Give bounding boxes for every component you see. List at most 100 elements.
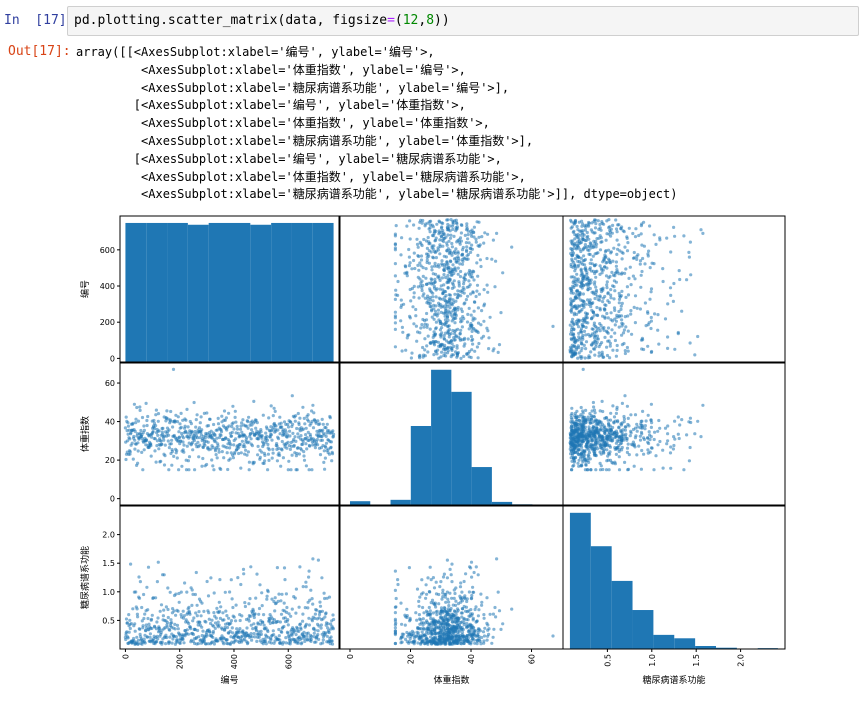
scatter-point [569, 218, 573, 222]
scatter-point [568, 323, 572, 327]
scatter-point [444, 275, 448, 280]
scatter-point [613, 323, 617, 327]
scatter-point [451, 227, 455, 231]
scatter-point [308, 434, 313, 438]
scatter-point [270, 438, 274, 442]
scatter-point [635, 429, 639, 433]
scatter-point [330, 639, 334, 643]
scatter-point [170, 641, 174, 645]
scatter-point [571, 464, 575, 468]
scatter-point [471, 269, 475, 273]
scatter-point [465, 626, 469, 630]
scatter-point [441, 228, 445, 233]
scatter-point [126, 424, 130, 428]
scatter-point [443, 318, 448, 322]
scatter-point [646, 448, 650, 452]
scatter-point [429, 277, 433, 281]
scatter-point [452, 234, 456, 238]
scatter-point [251, 609, 256, 613]
scatter-point [307, 616, 311, 620]
scatter-point [575, 253, 579, 257]
scatter-point [615, 252, 619, 256]
scatter-point [435, 287, 439, 291]
scatter-point [266, 468, 270, 472]
scatter-point [569, 420, 573, 424]
scatter-point [581, 414, 585, 419]
scatter-point [471, 616, 475, 620]
scatter-point [284, 636, 288, 640]
code-editor[interactable]: pd.plotting.scatter_matrix(data, figsize… [67, 6, 859, 36]
scatter-point [153, 426, 157, 431]
scatter-point [440, 331, 444, 335]
scatter-point [605, 459, 609, 463]
scatter-point [592, 321, 597, 325]
scatter-point [459, 627, 463, 631]
scatter-point [480, 235, 484, 239]
scatter-point [197, 426, 202, 430]
code-line[interactable]: pd.plotting.scatter_matrix(data, figsize… [74, 13, 450, 28]
scatter-point [231, 456, 235, 460]
scatter-point [269, 433, 273, 437]
scatter-point [607, 468, 611, 472]
scatter-point [254, 426, 258, 430]
scatter-point [589, 228, 594, 232]
scatter-point [324, 426, 328, 430]
scatter-point [622, 328, 627, 332]
scatter-point [307, 623, 311, 627]
scatter-point [455, 225, 459, 229]
scatter-point [469, 608, 473, 612]
scatter-point [642, 452, 646, 456]
scatter-point [297, 629, 301, 633]
scatter-point [446, 222, 450, 227]
scatter-point [426, 334, 430, 338]
scatter-point [627, 276, 631, 280]
scatter-point [435, 222, 439, 226]
scatter-point [203, 443, 207, 447]
scatter-point [438, 626, 442, 630]
scatter-point [607, 422, 611, 426]
scatter-point [320, 438, 324, 442]
scatter-point [616, 419, 620, 423]
scatter-point [198, 620, 202, 624]
scatter-point [584, 340, 589, 344]
scatter-point [163, 443, 167, 447]
scatter-point [132, 636, 136, 641]
scatter-point [576, 228, 580, 232]
scatter-point [274, 424, 278, 428]
scatter-matrix-figure: 0 200 400 600 编号 0 20 40 60 体重指数 0.5 1.0 1.5 2.0 糖尿病谱系… [75, 205, 859, 702]
scatter-point [623, 245, 627, 249]
scatter-point [608, 274, 612, 278]
scatter-point [453, 249, 457, 253]
scatter-point [252, 460, 256, 464]
scatter-point [280, 630, 284, 634]
scatter-point [450, 562, 454, 566]
scatter-point [306, 606, 310, 610]
scatter-point [490, 257, 494, 261]
scatter-point [682, 468, 686, 472]
scatter-point [304, 442, 308, 446]
scatter-point [272, 633, 276, 637]
scatter-point [423, 337, 427, 341]
scatter-point [471, 337, 475, 341]
scatter-point [405, 630, 409, 635]
scatter-point [276, 599, 280, 603]
scatter-point [630, 332, 634, 336]
scatter-point [199, 415, 203, 419]
scatter-point [638, 438, 643, 442]
scatter-point [412, 284, 416, 288]
scatter-point [243, 445, 247, 449]
scatter-point [601, 286, 605, 290]
scatter-point [575, 292, 579, 296]
scatter-point [287, 612, 291, 616]
scatter-point [666, 439, 670, 443]
scatter-point [485, 256, 489, 261]
scatter-point [202, 639, 206, 643]
scatter-point [445, 241, 449, 245]
scatter-point [605, 286, 609, 290]
scatter-point [569, 416, 573, 420]
scatter-point [629, 431, 633, 435]
scatter-point [243, 452, 247, 456]
scatter-point [633, 413, 638, 417]
scatter-point [200, 633, 204, 638]
scatter-point [182, 450, 186, 454]
